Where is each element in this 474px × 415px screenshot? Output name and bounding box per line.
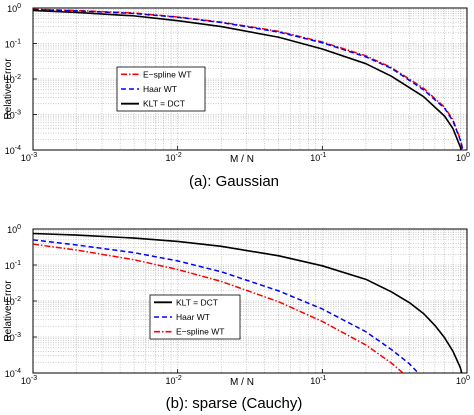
series-line	[33, 232, 463, 373]
y-tick-label: 10-1	[5, 39, 21, 50]
y-tick-label: 10-4	[5, 145, 21, 156]
legend-label: Haar WT	[176, 312, 210, 322]
x-tick-label: 10-1	[310, 375, 326, 386]
x-tick-exponent: -2	[176, 152, 182, 159]
x-axis-label: M / N	[230, 154, 254, 165]
x-tick-label: 10-2	[166, 152, 182, 163]
y-axis-label: Relative Error	[3, 280, 14, 342]
chart-caption: (b): sparse (Cauchy)	[166, 395, 303, 412]
y-tick-exponent: 0	[17, 3, 21, 10]
series-line	[33, 243, 405, 373]
x-tick-exponent: 0	[466, 152, 470, 159]
y-tick-exponent: -1	[15, 39, 21, 46]
legend: E−spline WT Haar WT KLT = DCT	[116, 66, 206, 112]
grid	[33, 8, 467, 150]
x-tick-exponent: -3	[31, 152, 37, 159]
y-tick-label: 100	[7, 224, 21, 235]
x-tick-label: 10-2	[166, 375, 182, 386]
y-tick-label: 10-1	[5, 260, 21, 271]
y-tick-exponent: -2	[15, 74, 21, 81]
legend-label: KLT = DCT	[143, 99, 185, 109]
y-tick-label: 100	[7, 3, 21, 14]
series-line	[33, 9, 462, 150]
x-tick-label: 100	[456, 375, 470, 386]
x-tick-label: 10-3	[21, 375, 37, 386]
x-tick-label: 10-1	[310, 152, 326, 163]
y-tick-exponent: -1	[15, 260, 21, 267]
legend: KLT = DCT Haar WT E−spline WT	[149, 294, 241, 340]
y-tick-label: 10-4	[5, 368, 21, 379]
y-tick-exponent: -3	[15, 110, 21, 117]
y-tick-exponent: -3	[15, 332, 21, 339]
x-tick-exponent: -1	[320, 375, 326, 382]
x-tick-exponent: -3	[31, 375, 37, 382]
legend-label: E−spline WT	[176, 327, 224, 337]
legend-label: E−spline WT	[143, 69, 191, 79]
x-tick-label: 10-3	[21, 152, 37, 163]
x-tick-exponent: 0	[466, 375, 470, 382]
series-line	[33, 239, 420, 373]
x-axis-label: M / N	[230, 377, 254, 388]
legend-label: KLT = DCT	[176, 297, 218, 307]
y-tick-exponent: 0	[17, 224, 21, 231]
y-tick-exponent: -4	[15, 145, 21, 152]
chart-caption: (a): Gaussian	[189, 173, 279, 190]
y-tick-label: 10-2	[5, 296, 21, 307]
x-tick-label: 100	[456, 152, 470, 163]
legend-label: Haar WT	[143, 84, 177, 94]
y-tick-label: 10-3	[5, 332, 21, 343]
x-tick-exponent: -2	[176, 375, 182, 382]
x-tick-exponent: -1	[320, 152, 326, 159]
y-tick-exponent: -4	[15, 368, 21, 375]
series-line	[33, 8, 464, 150]
y-axis-label: Relative Error	[3, 58, 14, 120]
y-tick-exponent: -2	[15, 296, 21, 303]
y-tick-label: 10-2	[5, 74, 21, 85]
y-tick-label: 10-3	[5, 110, 21, 121]
